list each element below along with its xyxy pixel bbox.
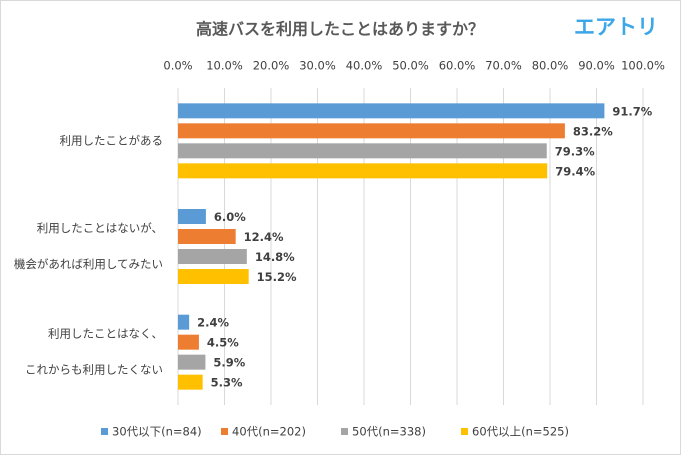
data-label: 12.4% [244, 230, 284, 244]
x-tick-label: 30.0% [299, 59, 336, 73]
data-label: 79.4% [555, 164, 595, 178]
bar [178, 334, 199, 350]
x-tick-label: 20.0% [253, 59, 290, 73]
x-tick-label: 10.0% [206, 59, 243, 73]
bar [178, 374, 203, 390]
y-tick-label: 利用したことはなく、 [48, 327, 163, 341]
x-tick-label: 0.0% [163, 59, 192, 73]
bar [178, 103, 605, 119]
x-tick-label: 100.0% [621, 59, 665, 73]
data-label: 4.5% [207, 336, 239, 350]
bar [178, 163, 548, 179]
x-tick-label: 40.0% [346, 59, 383, 73]
x-tick-label: 80.0% [532, 59, 569, 73]
bar [178, 229, 236, 244]
legend-swatch [101, 428, 108, 435]
legend-swatch [341, 428, 348, 435]
x-tick-label: 50.0% [392, 59, 429, 73]
bar [178, 269, 249, 284]
bar [178, 314, 190, 330]
bar [178, 354, 206, 370]
legend-swatch [221, 428, 228, 435]
chart-title: 高速バスを利用したことはありますか？ [196, 20, 484, 39]
legend-label: 50代(n=338) [352, 425, 426, 439]
data-label: 5.3% [211, 376, 243, 390]
data-label: 2.4% [197, 316, 229, 330]
bar [178, 249, 247, 264]
y-tick-label: 利用したことはないが、 [37, 221, 163, 235]
data-label: 14.8% [255, 250, 295, 264]
data-label: 91.7% [612, 104, 652, 118]
bar [178, 123, 565, 139]
x-tick-label: 90.0% [578, 59, 615, 73]
x-tick-label: 70.0% [485, 59, 522, 73]
data-label: 83.2% [573, 124, 613, 138]
y-tick-label: これからも利用したくない [25, 363, 163, 377]
legend-label: 30代以下(n=84) [112, 425, 202, 439]
bar [178, 143, 547, 159]
data-label: 5.9% [213, 356, 245, 370]
data-label: 79.3% [555, 144, 595, 158]
legend-swatch [461, 428, 468, 435]
bar [178, 209, 206, 224]
y-tick-label: 機会があれば利用してみたい [14, 257, 163, 271]
legend-label: 60代以上(n=525) [472, 425, 569, 439]
data-label: 6.0% [214, 210, 246, 224]
data-label: 15.2% [257, 270, 297, 284]
y-tick-label: 利用したことがある [60, 133, 164, 147]
legend-label: 40代(n=202) [232, 425, 306, 439]
logo: エアトリ [574, 15, 658, 39]
x-tick-label: 60.0% [439, 59, 476, 73]
